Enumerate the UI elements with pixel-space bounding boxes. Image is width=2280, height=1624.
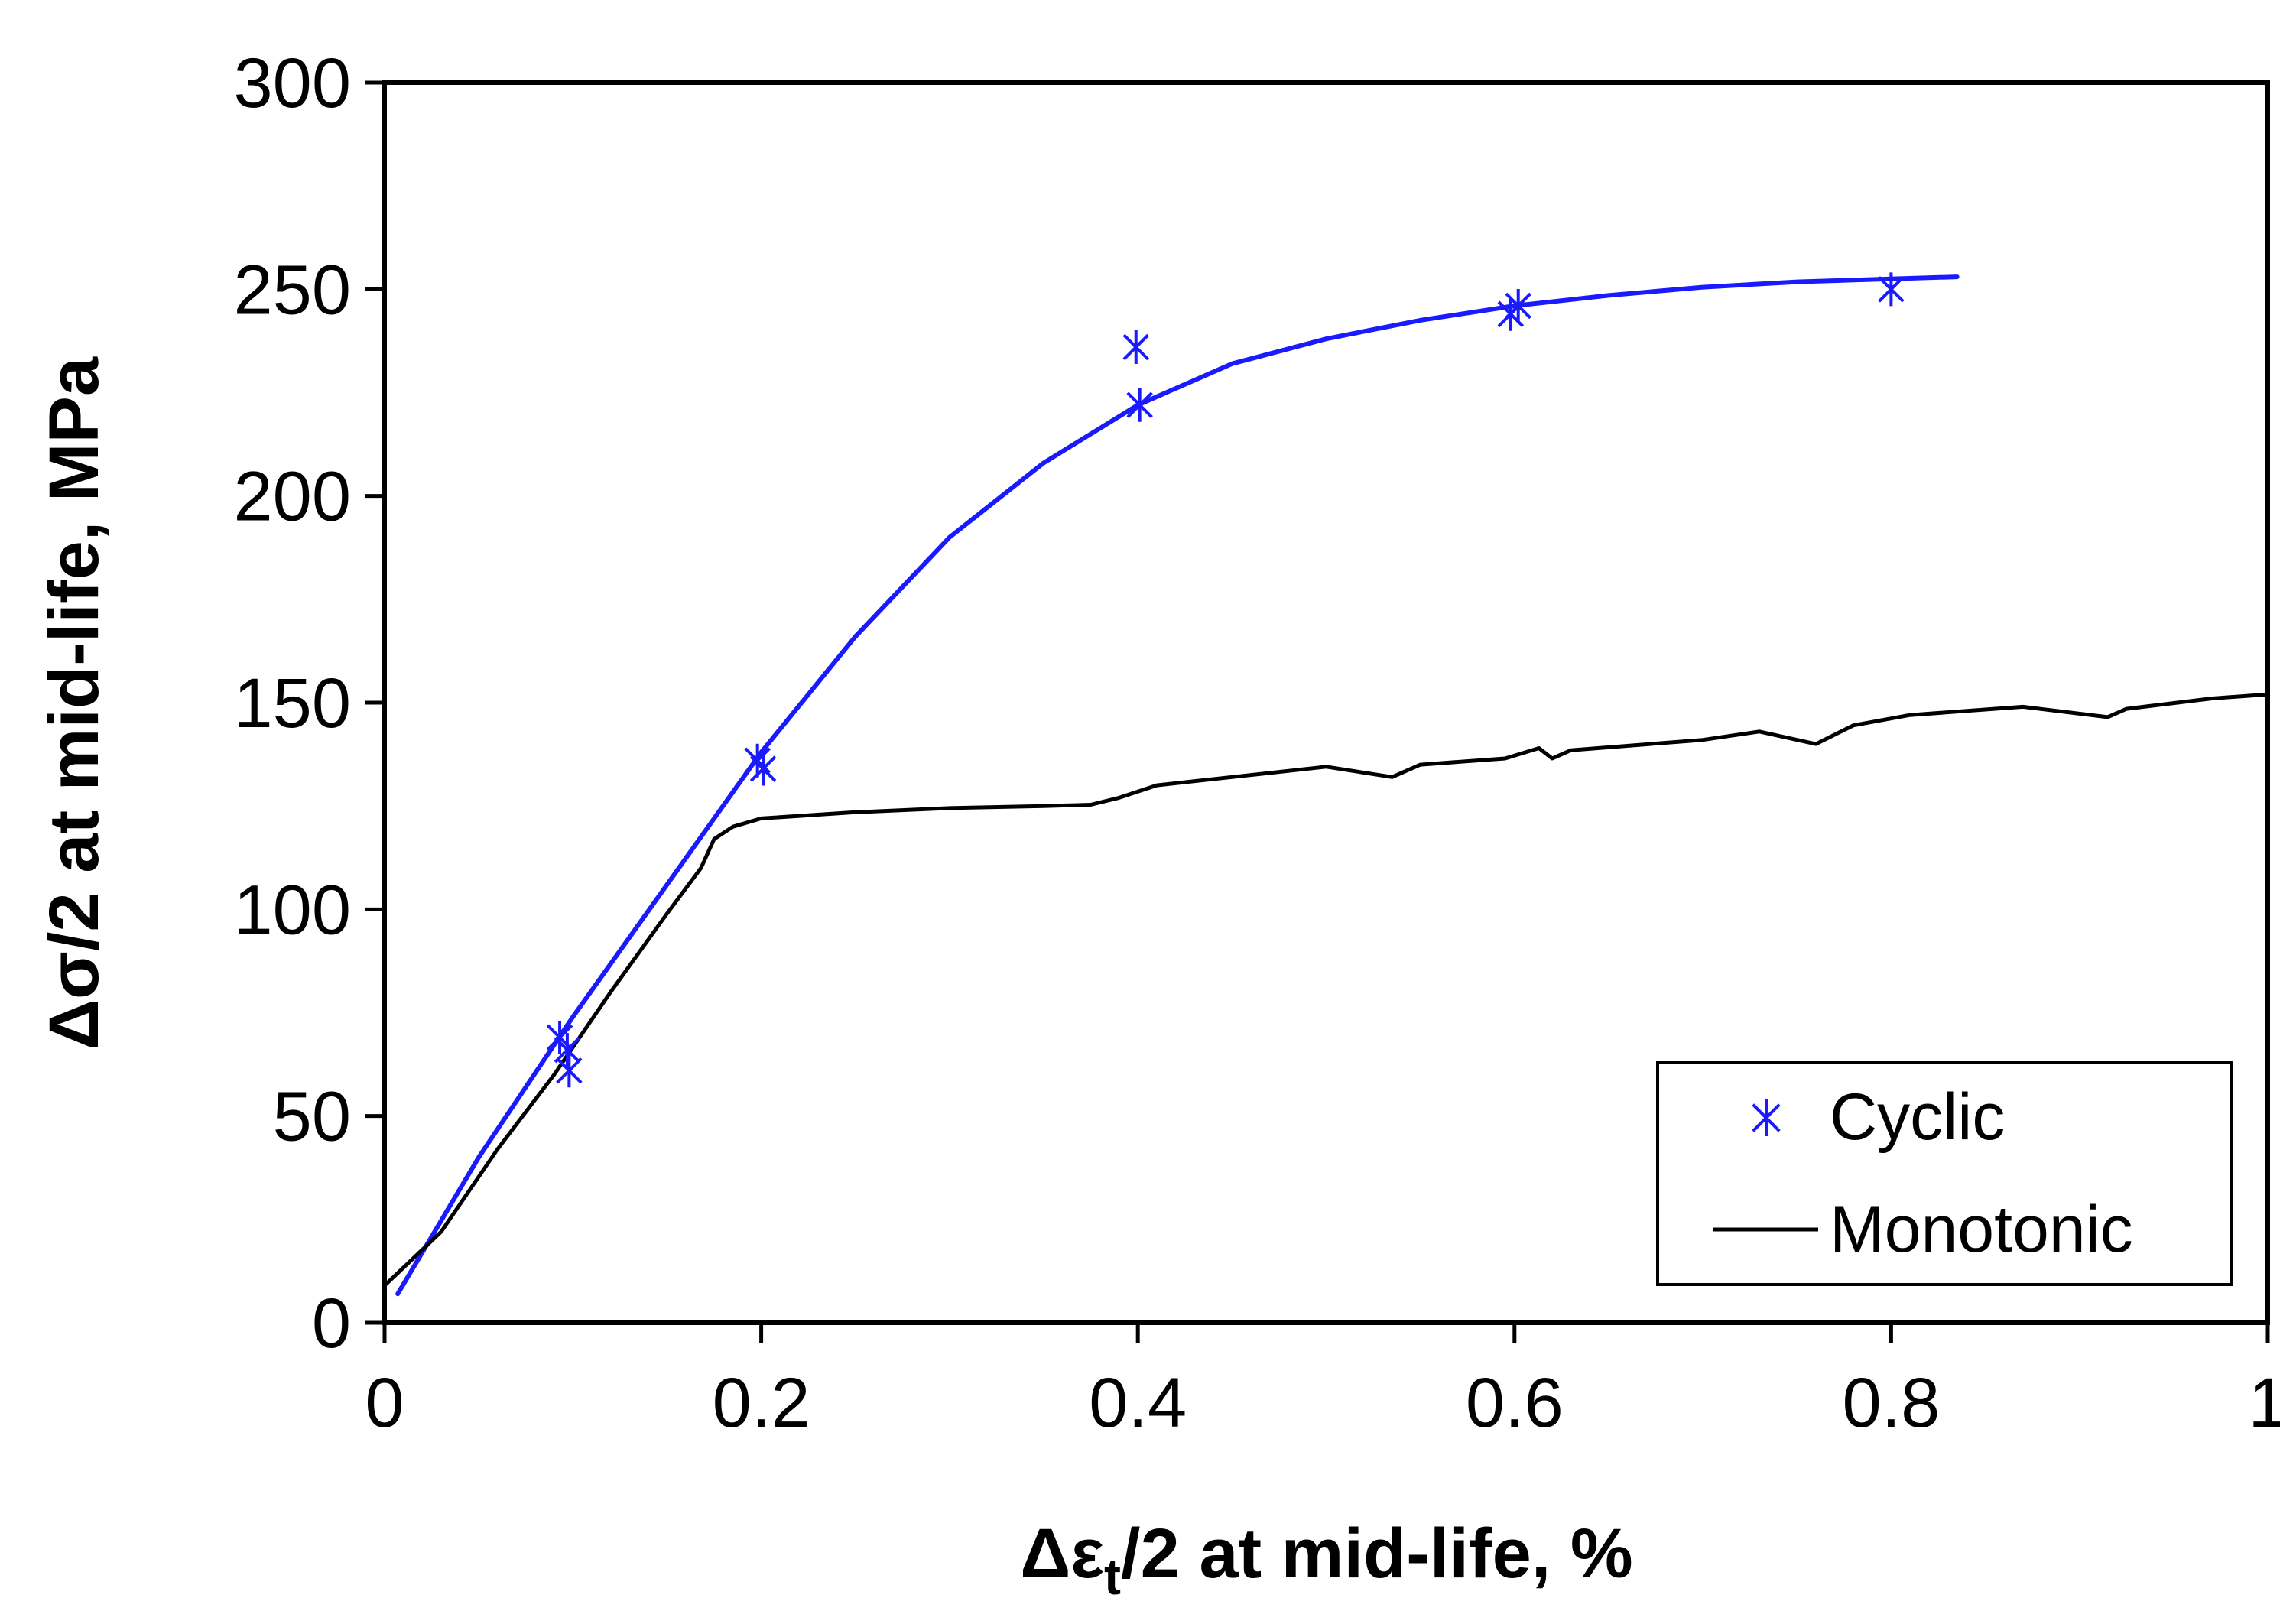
x-tick-label: 0.4: [1089, 1364, 1187, 1442]
legend-monotonic-label: Monotonic: [1830, 1193, 2133, 1266]
cyclic-data-point: [744, 743, 771, 778]
cyclic-data-point: [554, 1033, 581, 1067]
x-tick-label: 0.8: [1842, 1364, 1940, 1442]
legend: Cyclic Monotonic: [1656, 1061, 2233, 1286]
x-tick-label: 0.2: [713, 1364, 810, 1442]
x-axis: 0 0.2 0.4 0.6 0.8 1: [365, 1323, 2280, 1442]
y-tick-label: 200: [234, 458, 352, 536]
cyclic-data-point: [1122, 330, 1149, 365]
y-tick-label: 300: [234, 44, 352, 122]
marker-layer: [546, 272, 1905, 1088]
cyclic-data-point: [1126, 388, 1153, 422]
cyclic-data-point: [1878, 272, 1905, 307]
x-axis-title: Δεt/2 at mid-life, %: [1020, 1515, 1632, 1605]
series-layer: [385, 274, 2268, 1297]
y-tick-label: 100: [234, 871, 352, 949]
y-axis: 0 50 100 150 200 250 300: [234, 44, 385, 1363]
cyclic-data-point: [1505, 288, 1531, 323]
legend-cyclic-label: Cyclic: [1830, 1080, 2005, 1154]
x-tick-label: 0.6: [1466, 1364, 1564, 1442]
y-axis-title: Δσ/2 at mid-life, MPa: [35, 356, 113, 1050]
legend-cyclic-marker: [1752, 1099, 1781, 1136]
y-tick-label: 50: [273, 1078, 351, 1156]
y-tick-label: 0: [312, 1285, 351, 1363]
monotonic-line: [385, 692, 2268, 1288]
x-tick-label: 1: [2248, 1364, 2280, 1442]
y-tick-label: 150: [234, 664, 352, 742]
cyclic-fit-line: [395, 274, 1960, 1297]
legend-asterisk-icon: [1752, 1099, 1781, 1136]
y-tick-label: 250: [234, 251, 352, 329]
cyclic-data-point: [749, 752, 777, 786]
legend-box: [1656, 1061, 2233, 1286]
cyclic-data-point: [556, 1054, 583, 1088]
x-tick-label: 0: [365, 1364, 404, 1442]
